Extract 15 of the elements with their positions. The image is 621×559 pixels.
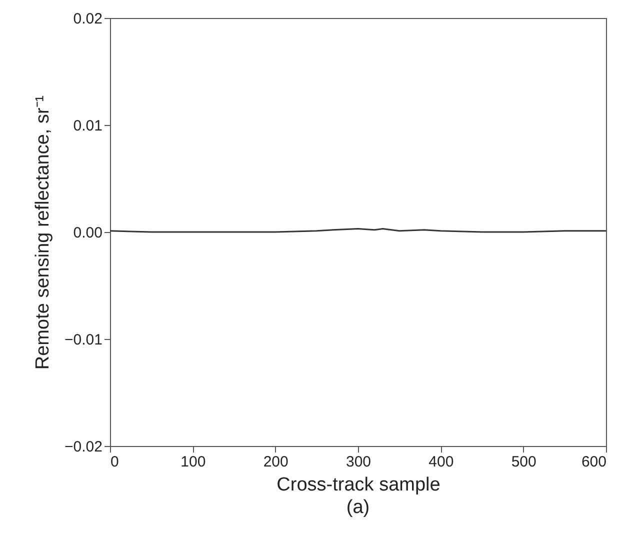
x-tick-label: 0 bbox=[110, 454, 119, 470]
y-tick-label: −0.01 bbox=[64, 332, 102, 348]
x-tick-label: 200 bbox=[263, 454, 288, 470]
x-tick-label: 100 bbox=[180, 454, 206, 470]
text: (a) bbox=[346, 497, 370, 518]
y-tick-label: 0.02 bbox=[73, 10, 102, 28]
y-tick-label: 0.00 bbox=[73, 224, 102, 242]
x-tick-label: 300 bbox=[346, 454, 372, 470]
y-axis-title: Remote sensing reflectance, sr⁻¹ bbox=[32, 95, 54, 370]
x-axis-title: Cross-track sample bbox=[276, 474, 440, 496]
x-tick-label: 500 bbox=[511, 454, 536, 470]
x-tick-label: 400 bbox=[428, 454, 454, 470]
x-tick-label: 600 bbox=[581, 454, 606, 470]
y-tick-label: −0.02 bbox=[64, 438, 102, 456]
y-tick-label: 0.01 bbox=[73, 118, 102, 134]
